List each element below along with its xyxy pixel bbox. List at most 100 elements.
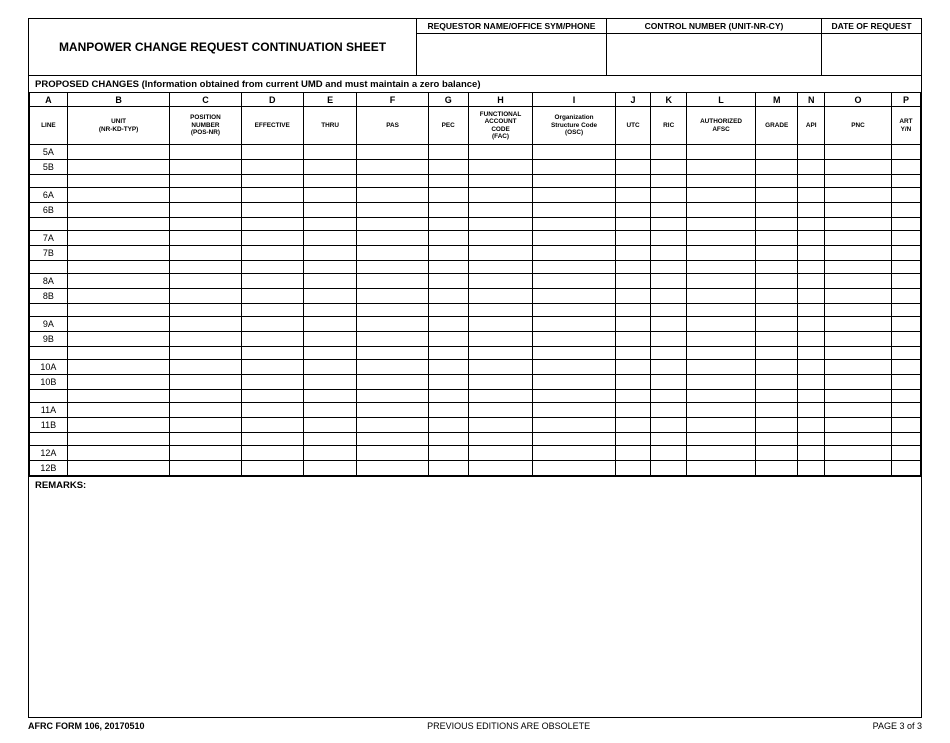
data-cell[interactable] [798,332,825,347]
data-cell[interactable] [67,446,169,461]
data-cell[interactable] [468,231,533,246]
data-cell[interactable] [825,246,892,261]
data-cell[interactable] [468,418,533,433]
data-cell[interactable] [428,375,468,390]
data-cell[interactable] [756,375,798,390]
data-cell[interactable] [303,461,356,476]
data-cell[interactable] [303,160,356,175]
data-cell[interactable] [428,418,468,433]
data-cell[interactable] [303,289,356,304]
data-cell[interactable] [533,375,615,390]
data-cell[interactable] [428,160,468,175]
data-cell[interactable] [891,145,920,160]
data-cell[interactable] [67,403,169,418]
data-cell[interactable] [825,289,892,304]
data-cell[interactable] [891,160,920,175]
data-cell[interactable] [468,461,533,476]
data-cell[interactable] [428,332,468,347]
date-value[interactable] [822,34,921,75]
data-cell[interactable] [825,375,892,390]
data-cell[interactable] [357,418,428,433]
data-cell[interactable] [756,203,798,218]
data-cell[interactable] [303,375,356,390]
data-cell[interactable] [357,246,428,261]
data-cell[interactable] [687,317,756,332]
data-cell[interactable] [357,332,428,347]
data-cell[interactable] [303,203,356,218]
data-cell[interactable] [533,289,615,304]
data-cell[interactable] [428,246,468,261]
data-cell[interactable] [170,375,241,390]
data-cell[interactable] [303,418,356,433]
data-cell[interactable] [533,360,615,375]
data-cell[interactable] [303,274,356,289]
data-cell[interactable] [468,145,533,160]
data-cell[interactable] [615,231,651,246]
data-cell[interactable] [357,145,428,160]
data-cell[interactable] [756,360,798,375]
data-cell[interactable] [533,461,615,476]
data-cell[interactable] [798,203,825,218]
data-cell[interactable] [891,418,920,433]
data-cell[interactable] [468,160,533,175]
data-cell[interactable] [241,145,303,160]
data-cell[interactable] [891,317,920,332]
data-cell[interactable] [615,375,651,390]
data-cell[interactable] [241,203,303,218]
data-cell[interactable] [357,289,428,304]
data-cell[interactable] [756,289,798,304]
data-cell[interactable] [615,289,651,304]
data-cell[interactable] [428,289,468,304]
data-cell[interactable] [891,446,920,461]
data-cell[interactable] [891,360,920,375]
data-cell[interactable] [170,446,241,461]
data-cell[interactable] [468,332,533,347]
data-cell[interactable] [170,203,241,218]
data-cell[interactable] [891,403,920,418]
data-cell[interactable] [241,360,303,375]
data-cell[interactable] [891,188,920,203]
data-cell[interactable] [891,246,920,261]
data-cell[interactable] [241,375,303,390]
data-cell[interactable] [357,203,428,218]
data-cell[interactable] [428,231,468,246]
data-cell[interactable] [67,231,169,246]
data-cell[interactable] [798,188,825,203]
data-cell[interactable] [468,203,533,218]
data-cell[interactable] [357,188,428,203]
data-cell[interactable] [67,160,169,175]
remarks-body[interactable] [29,493,921,717]
data-cell[interactable] [533,418,615,433]
data-cell[interactable] [533,231,615,246]
data-cell[interactable] [825,274,892,289]
data-cell[interactable] [170,461,241,476]
data-cell[interactable] [651,375,687,390]
data-cell[interactable] [651,145,687,160]
data-cell[interactable] [651,203,687,218]
data-cell[interactable] [687,160,756,175]
data-cell[interactable] [468,274,533,289]
data-cell[interactable] [303,188,356,203]
data-cell[interactable] [357,375,428,390]
data-cell[interactable] [170,145,241,160]
data-cell[interactable] [615,188,651,203]
data-cell[interactable] [615,461,651,476]
data-cell[interactable] [891,274,920,289]
requestor-value[interactable] [417,34,606,75]
data-cell[interactable] [241,188,303,203]
data-cell[interactable] [170,274,241,289]
data-cell[interactable] [687,231,756,246]
data-cell[interactable] [67,461,169,476]
data-cell[interactable] [798,418,825,433]
data-cell[interactable] [428,461,468,476]
data-cell[interactable] [651,160,687,175]
data-cell[interactable] [241,246,303,261]
data-cell[interactable] [651,360,687,375]
data-cell[interactable] [303,317,356,332]
data-cell[interactable] [756,461,798,476]
data-cell[interactable] [615,203,651,218]
data-cell[interactable] [533,246,615,261]
data-cell[interactable] [67,246,169,261]
data-cell[interactable] [798,160,825,175]
data-cell[interactable] [303,446,356,461]
